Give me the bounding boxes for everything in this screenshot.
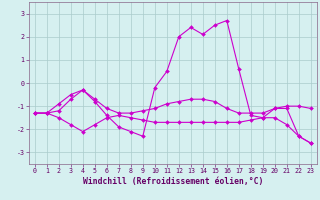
X-axis label: Windchill (Refroidissement éolien,°C): Windchill (Refroidissement éolien,°C) — [83, 177, 263, 186]
